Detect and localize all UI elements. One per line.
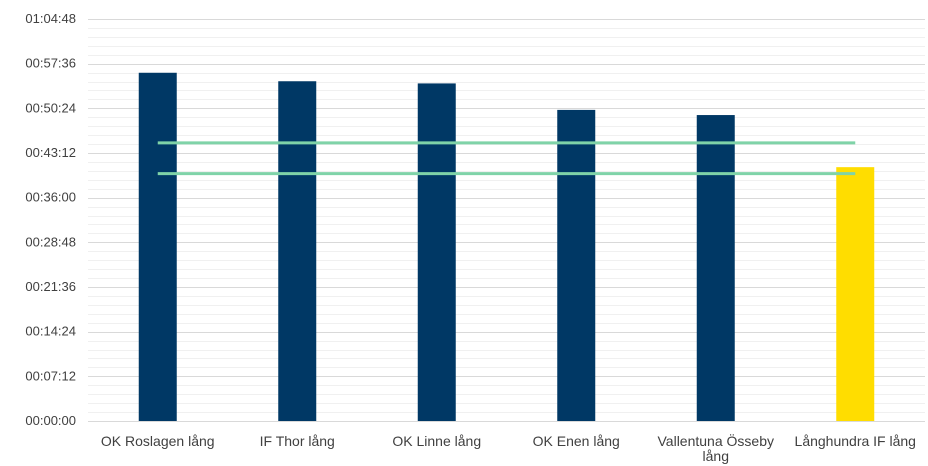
- y-tick-label: 00:43:12: [25, 145, 76, 160]
- x-category-label-line: Vallentuna Össeby: [658, 432, 774, 449]
- bar: [417, 83, 456, 421]
- y-tick-label: 00:50:24: [25, 100, 76, 115]
- x-category-label: Långhundra IF lång: [795, 433, 916, 449]
- bar: [138, 72, 177, 421]
- x-category-label-line: OK Enen lång: [533, 433, 620, 449]
- y-tick-label: 01:04:48: [25, 11, 76, 26]
- y-tick-label: 00:36:00: [25, 190, 76, 205]
- y-tick-label: 00:14:24: [25, 324, 76, 339]
- y-tick-label: 00:28:48: [25, 234, 76, 249]
- y-tick-label: 00:00:00: [25, 413, 76, 428]
- x-category-label-line: OK Linne lång: [392, 433, 481, 449]
- bar: [557, 109, 596, 421]
- x-category-label: IF Thor lång: [260, 433, 335, 449]
- bar: [836, 167, 875, 421]
- bar: [278, 81, 317, 421]
- x-category-label: Vallentuna Össeby lång: [658, 432, 774, 464]
- x-category-label-line: Långhundra IF lång: [795, 433, 916, 449]
- bar: [696, 115, 735, 421]
- major-gridlines: [88, 19, 925, 377]
- x-axis-category-labels: OK Roslagen lång IF Thor lång OK Linne lån…: [101, 432, 916, 464]
- x-category-label: OK Roslagen lång: [101, 433, 215, 449]
- minor-gridlines: [88, 28, 925, 413]
- y-tick-label: 00:07:12: [25, 368, 76, 383]
- x-category-label-line: OK Roslagen lång: [101, 433, 215, 449]
- x-category-label: OK Linne lång: [392, 433, 481, 449]
- y-tick-label: 00:57:36: [25, 56, 76, 71]
- y-tick-label: 00:21:36: [25, 279, 76, 294]
- y-axis-tick-labels: 00:00:00 00:07:12 00:14:24 00:21:36 00:28:48…: [25, 11, 76, 428]
- x-category-label-line: lång: [703, 448, 729, 464]
- x-category-label-line: IF Thor lång: [260, 433, 335, 449]
- reference-lines: [157, 141, 856, 176]
- bars: [138, 72, 875, 421]
- x-category-label: OK Enen lång: [533, 433, 620, 449]
